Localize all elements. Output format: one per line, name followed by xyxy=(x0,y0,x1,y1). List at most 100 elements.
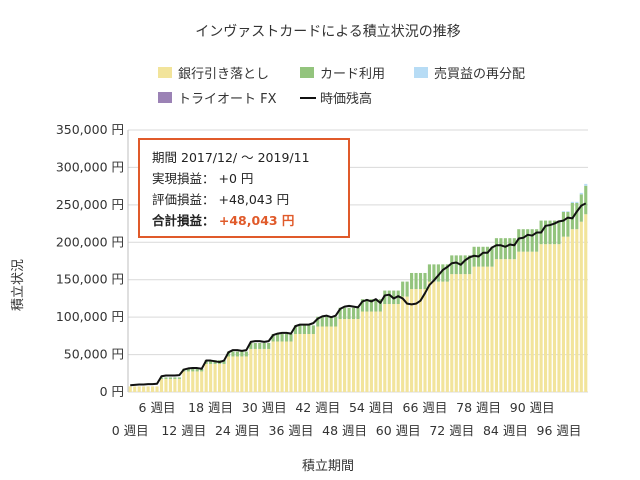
x-tick-label: 42 週目 xyxy=(295,400,340,415)
bar-segment xyxy=(477,266,481,392)
bar-segment xyxy=(544,244,548,392)
bar-segment xyxy=(557,220,561,245)
bar-segment xyxy=(566,211,570,212)
bar-segment xyxy=(320,326,324,392)
bar-segment xyxy=(293,325,298,334)
x-tick-label: 36 週目 xyxy=(269,423,314,438)
bar-segment xyxy=(414,289,418,392)
bar-segment xyxy=(186,371,190,392)
bar-segment xyxy=(249,342,253,349)
bar-segment xyxy=(450,274,454,392)
bar-segment xyxy=(570,202,574,230)
bar-segment xyxy=(427,281,432,392)
bar-segment xyxy=(289,341,293,392)
bar-segment xyxy=(173,377,177,379)
bar-segment xyxy=(526,251,530,392)
bar-segment xyxy=(137,386,141,392)
bar-segment xyxy=(508,238,512,260)
bar-segment xyxy=(535,229,539,252)
bar-segment xyxy=(499,238,503,260)
bar-segment xyxy=(155,386,159,392)
bar-segment xyxy=(343,307,347,320)
bar-segment xyxy=(544,220,548,245)
bar-segment xyxy=(338,307,342,320)
bar-segment xyxy=(302,333,306,392)
y-tick-label: 150,000 円 xyxy=(56,272,124,287)
bar-segment xyxy=(508,259,512,392)
bar-segment xyxy=(280,341,284,392)
x-axis-ticks: 6 週目 18 週目 30 週目 42 週目 54 週目 66 週目 78 週目 90 週目 0… xyxy=(112,400,582,438)
bar-segment xyxy=(284,341,289,392)
period-value: 2017/12/ ～ 2019/11 xyxy=(181,150,310,165)
bar-segment xyxy=(575,201,579,203)
bar-segment xyxy=(284,333,289,342)
bar-segment xyxy=(226,356,231,392)
y-tick-label: 0 円 xyxy=(100,384,124,399)
bar-segment xyxy=(231,351,235,357)
bar-segment xyxy=(432,281,436,392)
bar-segment xyxy=(289,333,293,342)
legend-swatch xyxy=(300,67,314,78)
legend-swatch xyxy=(158,92,172,103)
bar-segment xyxy=(485,246,490,267)
bar-segment xyxy=(579,192,583,195)
bar-segment xyxy=(463,255,467,275)
bar-segment xyxy=(311,333,315,392)
legend-label: カード利用 xyxy=(320,67,385,82)
bar-segment xyxy=(191,371,195,392)
bar-segment xyxy=(253,348,257,392)
bar-segment xyxy=(552,220,557,245)
bar-segment xyxy=(441,281,445,392)
bar-segment xyxy=(410,289,414,392)
bar-segment xyxy=(200,368,204,372)
bar-segment xyxy=(387,290,391,305)
bar-segment xyxy=(222,360,226,364)
bar-segment xyxy=(244,356,248,392)
bar-segment xyxy=(418,289,423,392)
bar-segment xyxy=(271,333,275,342)
bar-segment xyxy=(401,281,405,297)
bar-segment xyxy=(213,363,217,392)
valuation-value: +48,043 円 xyxy=(218,192,290,207)
x-tick-label: 54 週目 xyxy=(349,400,394,415)
x-tick-label: 18 週目 xyxy=(188,400,233,415)
bar-segment xyxy=(311,325,315,334)
x-tick-label: 96 週目 xyxy=(537,423,582,438)
bar-segment xyxy=(258,342,262,349)
bar-segment xyxy=(231,356,235,392)
bar-segment xyxy=(548,244,552,392)
bar-segment xyxy=(481,266,485,392)
realized-label: 実現損益： xyxy=(152,171,215,186)
bar-segment xyxy=(575,229,579,392)
bar-segment xyxy=(316,316,320,327)
bar-segment xyxy=(177,378,181,392)
bar-segment xyxy=(423,272,427,290)
bar-segment xyxy=(436,264,440,282)
bar-segment xyxy=(369,311,373,392)
bar-segment xyxy=(374,311,378,392)
bar-segment xyxy=(530,251,534,392)
bar-segment xyxy=(485,266,490,392)
bar-segment xyxy=(584,214,588,392)
y-axis-title: 積立状況 xyxy=(11,259,26,311)
bar-segment xyxy=(217,363,222,392)
bar-segment xyxy=(209,360,213,364)
bar-segment xyxy=(494,238,499,260)
legend-label: 売買益の再分配 xyxy=(434,66,525,82)
bar-segment xyxy=(418,272,423,290)
bar-segment xyxy=(374,299,378,312)
bar-segment xyxy=(494,259,499,392)
bar-segment xyxy=(267,348,271,392)
bar-segment xyxy=(356,319,360,392)
bar-segment xyxy=(387,304,391,392)
bar-segment xyxy=(240,351,244,357)
bar-segment xyxy=(557,244,561,392)
bar-segment xyxy=(517,251,521,392)
bar-segment xyxy=(360,311,365,392)
x-tick-label: 78 週目 xyxy=(456,400,501,415)
bar-segment xyxy=(347,319,351,392)
bar-segment xyxy=(566,236,570,392)
bar-segment xyxy=(307,333,311,392)
bar-segment xyxy=(432,264,436,282)
